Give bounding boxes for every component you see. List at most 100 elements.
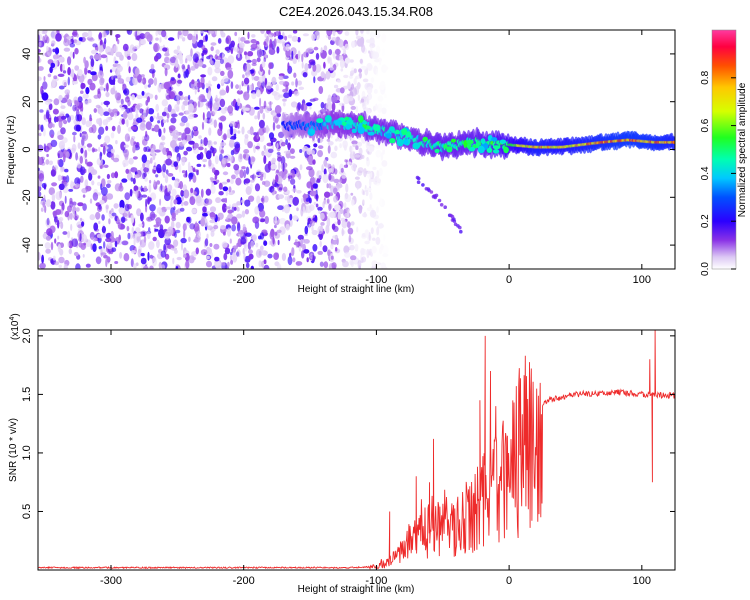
spectrogram-noise-cell <box>203 251 207 255</box>
spectrogram-noise-cell <box>312 244 318 252</box>
spectrogram-noise-cell <box>85 87 90 95</box>
spectrogram-noise-cell <box>147 108 155 115</box>
spectrogram-noise-cell <box>351 140 358 145</box>
spectrogram-noise-cell <box>105 237 112 243</box>
spectrogram-noise-cell <box>41 254 44 264</box>
spectrogram-noise-cell <box>139 108 144 114</box>
spectrogram-noise-cell <box>268 69 271 76</box>
spectrogram-noise-cell <box>54 216 58 223</box>
spectrogram-noise-cell <box>97 175 101 179</box>
spectrogram-noise-cell <box>69 51 74 58</box>
spectrogram-noise-cell <box>89 82 96 91</box>
spectrogram-noise-cell <box>103 30 106 37</box>
spectrogram-noise-cell <box>195 33 198 41</box>
spectrogram-noise-cell <box>58 183 65 191</box>
spectrogram-noise-cell <box>306 166 313 171</box>
spectrogram-noise-cell <box>64 89 71 95</box>
spectrogram-noise-cell <box>362 212 368 218</box>
spectrogram-noise-cell <box>82 203 87 211</box>
spectrogram-noise-cell <box>283 150 290 154</box>
svg-text:(x104): (x104) <box>9 313 21 340</box>
spectrogram-noise-cell <box>132 177 136 185</box>
spectrogram-noise-cell <box>162 173 166 178</box>
spectrogram-branch-cell <box>421 183 425 187</box>
spectrogram-noise-cell <box>131 227 135 234</box>
spectrogram-noise-cell <box>377 223 384 229</box>
spectrogram-noise-cell <box>135 189 139 198</box>
spectrogram-noise-cell <box>264 32 267 38</box>
spectrogram-noise-cell <box>287 34 293 39</box>
spectrogram-noise-cell <box>97 134 102 140</box>
spectrogram-noise-cell <box>247 129 254 135</box>
spectrogram-noise-cell <box>115 140 118 145</box>
spectrogram-noise-cell <box>267 148 274 153</box>
spectrogram-noise-cell <box>106 183 111 189</box>
spectrogram-noise-cell <box>113 203 119 209</box>
spectrogram-noise-cell <box>220 149 225 154</box>
spectrogram-noise-cell <box>350 260 354 268</box>
spectrogram-noise-cell <box>366 157 370 167</box>
spectrogram-noise-cell <box>164 215 170 224</box>
spectrogram-noise-cell <box>99 63 103 72</box>
spectrogram-noise-cell <box>39 262 46 269</box>
spectrogram-noise-cell <box>106 256 111 263</box>
spectrogram-noise-cell <box>382 66 389 71</box>
colorbar-tick-label: 0.0 <box>700 262 711 276</box>
spectrogram-noise-cell <box>103 100 110 106</box>
spectrogram-noise-cell <box>273 252 279 260</box>
spectrogram-noise-cell <box>282 88 287 93</box>
spectrogram-noise-cell <box>293 184 296 190</box>
spectrogram-noise-cell <box>361 100 367 110</box>
spectrogram-noise-cell <box>75 114 80 122</box>
spectrogram-noise-cell <box>136 94 143 100</box>
spectrogram-noise-cell <box>132 76 139 86</box>
spectrogram-noise-cell <box>234 31 238 37</box>
spectrogram-noise-cell <box>256 89 261 98</box>
spectrogram-peak-cell <box>443 144 448 149</box>
spectrogram-noise-cell <box>99 247 107 254</box>
spectrogram-noise-cell <box>138 223 143 227</box>
spectrogram-noise-cell <box>322 245 328 253</box>
spectrogram-noise-cell <box>42 52 45 57</box>
spectrogram-noise-cell <box>38 76 42 81</box>
spectrogram-noise-cell <box>282 75 289 79</box>
spectrogram-noise-cell <box>351 163 357 171</box>
spectrogram-noise-cell <box>382 47 385 56</box>
spectrogram-noise-cell <box>214 256 220 262</box>
spectrogram-noise-cell <box>310 61 316 66</box>
spectrogram-peak-cell <box>345 124 351 130</box>
spectrogram-noise-cell <box>291 247 295 257</box>
spectrogram-noise-cell <box>339 208 344 215</box>
spectrogram-noise-cell <box>377 95 384 102</box>
spectrogram-noise-cell <box>272 115 280 123</box>
spectrogram-noise-cell <box>128 66 131 74</box>
spectrogram-noise-cell <box>207 100 213 109</box>
spectrogram-noise-cell <box>188 172 194 180</box>
spectrogram-noise-cell <box>179 58 184 65</box>
spectrogram-noise-cell <box>340 167 344 173</box>
spectrogram-noise-cell <box>274 224 277 229</box>
spectrogram-noise-cell <box>305 205 312 214</box>
spectrogram-noise-cell <box>137 248 142 258</box>
spectrogram-xtick-label: -300 <box>100 274 122 286</box>
spectrogram-noise-cell <box>74 65 80 71</box>
spectrogram-noise-cell <box>176 93 181 101</box>
spectrogram-noise-cell <box>375 236 381 245</box>
spectrogram-noise-cell <box>312 63 317 72</box>
spectrogram-noise-cell <box>200 217 206 227</box>
spectrogram-noise-cell <box>381 160 388 167</box>
spectrogram-noise-cell <box>128 107 134 113</box>
spectrogram-noise-cell <box>248 253 254 260</box>
spectrogram-noise-cell <box>172 245 175 249</box>
spectrogram-noise-cell <box>285 43 291 52</box>
spectrogram-noise-cell <box>301 61 304 69</box>
spectrogram-noise-cell <box>140 39 147 45</box>
spectrogram-noise-cell <box>313 46 319 51</box>
spectrogram-noise-cell <box>100 54 108 59</box>
spectrogram-noise-cell <box>92 237 97 242</box>
spectrogram-noise-cell <box>106 242 113 250</box>
spectrogram-noise-cell <box>263 240 268 246</box>
spectrogram-noise-cell <box>55 191 62 201</box>
spectrogram-noise-cell <box>317 250 324 255</box>
spectrogram-noise-cell <box>314 63 322 73</box>
